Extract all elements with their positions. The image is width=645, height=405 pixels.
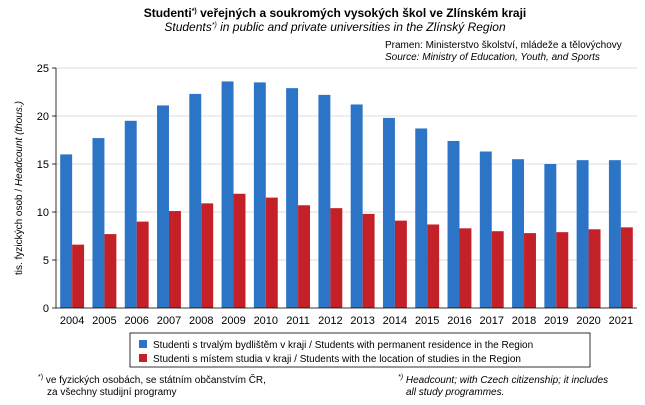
y-label-part: Headcount (thous.) (14, 101, 25, 186)
title-part: Studenti (144, 6, 192, 20)
source: Source: Ministry of Education, Youth, an… (385, 52, 600, 63)
x-tick-label: 2007 (157, 315, 181, 327)
bar (124, 120, 137, 308)
bar (556, 232, 569, 308)
x-tick-label: 2004 (60, 315, 84, 327)
bar (286, 88, 299, 308)
y-tick-label: 25 (37, 63, 49, 75)
footnote: *) ve fyzických osobách, se státním obča… (38, 373, 266, 386)
legend-swatch (139, 354, 147, 362)
bar (459, 228, 472, 308)
subtitle-part: in public and private universities in th… (217, 20, 506, 34)
legend-swatch (139, 340, 147, 348)
y-tick-label: 5 (43, 255, 49, 267)
footnote-sup: *) (38, 374, 43, 381)
legend-label: Studenti s místem studia v kraji / Stude… (153, 354, 521, 365)
bar (60, 154, 73, 308)
bar (330, 208, 343, 308)
x-tick-label: 2010 (254, 315, 278, 327)
title-part: veřejných a soukromých vysokých škol ve … (197, 6, 527, 20)
x-tick-label: 2018 (512, 315, 536, 327)
bar (382, 117, 395, 308)
bar (576, 160, 589, 308)
x-tick-label: 2005 (92, 315, 116, 327)
bar (608, 160, 621, 308)
x-tick-label: 2008 (189, 315, 213, 327)
footnote: *) Headcount; with Czech citizenship; it… (398, 374, 608, 386)
bar (362, 213, 375, 308)
source: Pramen: Ministerstvo školství, mládeže a… (385, 40, 622, 51)
footnote-sup: *) (398, 374, 403, 381)
bar (350, 104, 363, 308)
bar (318, 94, 331, 308)
legend-box (129, 332, 591, 368)
bar (544, 164, 557, 308)
bar (201, 203, 214, 308)
bar (491, 231, 504, 308)
y-tick-label: 15 (37, 159, 49, 171)
bar (221, 81, 234, 308)
x-tick-label: 2006 (124, 315, 148, 327)
chart-subtitle: Students*) in public and private univers… (164, 20, 506, 34)
chart-title: Studenti*) veřejných a soukromých vysoký… (144, 6, 527, 20)
bar (298, 205, 311, 308)
y-tick-label: 20 (37, 111, 49, 123)
bar (447, 140, 460, 308)
y-axis-label: tis. fyzických osob / Headcount (thous.) (14, 101, 25, 275)
bar (479, 151, 492, 308)
x-tick-label: 2019 (544, 315, 568, 327)
bar (394, 220, 407, 308)
x-tick-label: 2009 (221, 315, 245, 327)
bar (524, 233, 536, 308)
x-tick-label: 2012 (318, 315, 342, 327)
x-tick-label: 2017 (480, 315, 504, 327)
title-sup: *) (192, 8, 197, 15)
y-tick-label: 0 (43, 303, 49, 315)
bar (620, 227, 633, 308)
x-tick-label: 2020 (576, 315, 600, 327)
bar (253, 82, 266, 309)
footnote-text: ve fyzických osobách, se státním občanst… (43, 373, 266, 386)
bar (512, 159, 525, 308)
footnote-text: Headcount; with Czech citizenship; it in… (403, 375, 608, 386)
x-tick-label: 2021 (609, 315, 633, 327)
bar (72, 244, 85, 308)
legend-label: Studenti s trvalým bydlištěm v kraji / S… (153, 340, 533, 351)
bar (588, 229, 601, 308)
x-tick-label: 2013 (350, 315, 374, 327)
bar (92, 138, 105, 308)
bar (265, 197, 278, 308)
y-label-part: tis. fyzických osob / (14, 186, 25, 275)
bar (427, 224, 440, 308)
x-tick-label: 2016 (447, 315, 471, 327)
x-tick-label: 2011 (286, 315, 310, 327)
bar (189, 93, 202, 308)
bar (168, 211, 181, 308)
y-tick-label: 10 (37, 207, 49, 219)
bar (233, 193, 246, 308)
x-tick-label: 2015 (415, 315, 439, 327)
footnote: all study programmes. (406, 387, 504, 398)
bar (157, 105, 169, 308)
bar (136, 221, 149, 308)
bar (415, 128, 428, 308)
subtitle-part: Students (164, 20, 211, 34)
bar (104, 234, 117, 308)
footnote: za všechny studijní programy (47, 387, 177, 398)
subtitle-sup: *) (212, 22, 217, 29)
x-tick-label: 2014 (383, 315, 407, 327)
